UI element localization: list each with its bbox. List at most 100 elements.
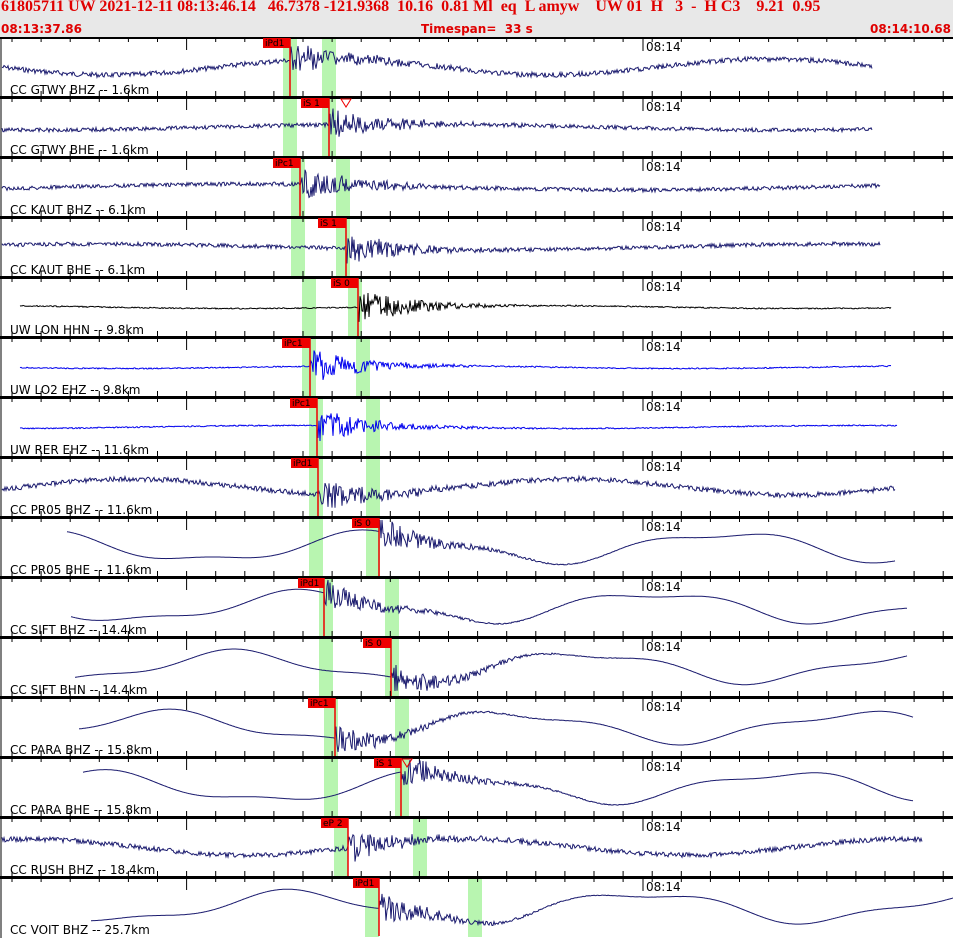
pick-label-box[interactable] [374,758,401,768]
pick-window [283,98,297,157]
minute-label: 08:14 [646,160,681,174]
waveform-trace [82,759,914,806]
channel-panel[interactable]: 08:14 iPd1 CC PR05 BHZ -- 11.6km [0,451,953,517]
minute-label: 08:14 [646,820,681,834]
pick-label: eP 2 [323,819,343,829]
channel-panel[interactable]: 08:14 iPc1 UW RER EHZ -- 11.6km [0,391,953,457]
channel-panel[interactable]: 08:14 iS 1 CC PARA BHE -- 15.8km [0,751,953,817]
station-label: UW RER EHZ -- 11.6km [10,443,149,457]
pick-label-box[interactable] [263,38,290,48]
station-label: CC PR05 BHE -- 11.6km [10,563,152,577]
seismogram-canvas[interactable]: 08:14 iPd1 CC GTWY BHZ -- 1.6km 08:14 iS 1 CC… [0,31,953,938]
waveform-trace [1,474,896,508]
pick-label: iS 0 [333,279,350,289]
pick-label: iPc1 [275,159,294,169]
event-summary-title: 61805711 UW 2021-12-11 08:13:46.14 46.73… [1,0,821,15]
channel-panel[interactable]: 08:14 iS 0 CC SIFT BHN -- 14.4km [0,631,953,697]
channel-panel[interactable]: 08:14 iS 1 CC GTWY BHE -- 1.6km [0,91,953,157]
minute-label: 08:14 [646,220,681,234]
station-label: UW LON HHN -- 9.8km [10,323,144,337]
pick-label-box[interactable] [301,98,329,108]
pick-label-box[interactable] [298,578,324,588]
station-label: CC PARA BHZ -- 15.8km [10,743,152,757]
minute-label: 08:14 [646,640,681,654]
minute-label: 08:14 [646,760,681,774]
pick-label: iPd1 [300,579,319,589]
pick-label-box[interactable] [318,218,346,228]
panel-separator [0,396,953,399]
minute-label: 08:14 [646,40,681,54]
panel-separator [0,756,953,759]
pick-window [302,278,316,337]
waveform-trace [78,708,914,752]
pick-label: iPc1 [292,399,311,409]
panel-separator [0,276,953,279]
pick-label-box[interactable] [282,338,310,348]
pick-label: iS 1 [303,99,320,109]
panel-separator [0,636,953,639]
waveform-trace [1,45,873,80]
channel-panel[interactable]: 08:14 iPc1 UW LO2 EHZ -- 9.8km [0,331,953,397]
channel-panel[interactable]: 08:14 iS 0 UW LON HHN -- 9.8km [0,271,953,337]
channel-panel[interactable]: 08:14 iS 1 CC KAUT BHE -- 6.1km [0,211,953,277]
station-label: CC SIFT BHN -- 14.4km [10,683,147,697]
start-time-label: 08:13:37.86 [1,22,82,36]
pick-window [302,338,316,397]
pick-label: iS 1 [320,219,337,229]
pick-label: iS 1 [376,759,393,769]
pick-label-box[interactable] [290,398,317,408]
timespan-label: Timespan= 33 s [421,22,533,36]
pick-window [395,698,409,757]
pick-label: iPc1 [284,339,303,349]
minute-label: 08:14 [646,580,681,594]
waveform-trace [74,648,908,692]
pick-label: iPd1 [355,879,374,889]
pick-label-box[interactable] [291,458,318,468]
minute-label: 08:14 [646,460,681,474]
pick-window [291,158,305,217]
station-label: UW LO2 EHZ -- 9.8km [10,383,140,397]
waveform-trace [1,236,881,264]
channel-panel[interactable]: 08:14 iPc1 CC PARA BHZ -- 15.8km [0,691,953,757]
waveform-trace [1,833,923,862]
pick-window [366,518,380,577]
station-label: CC GTWY BHZ -- 1.6km [10,83,149,97]
channel-panel[interactable]: 08:14 iPc1 CC KAUT BHZ -- 6.1km [0,151,953,217]
channel-panel[interactable]: 08:14 eP 2 CC RUSH BHZ -- 18.4km [0,811,953,877]
pick-label-box[interactable] [331,278,358,288]
channel-panel[interactable]: 08:14 iS 0 CC PR05 BHE -- 11.6km [0,511,953,577]
panel-separator [0,156,953,159]
pick-label-box[interactable] [321,818,348,828]
minute-label: 08:14 [646,400,681,414]
station-label: CC PR05 BHZ -- 11.6km [10,503,152,517]
pick-label-box[interactable] [352,518,379,528]
pick-window [366,458,380,517]
pick-label: iPd1 [293,459,312,469]
pick-label: iPd1 [265,39,284,49]
waveform-trace [91,888,953,927]
channel-panel[interactable]: 08:14 iPd1 CC GTWY BHZ -- 1.6km [0,31,953,97]
minute-label: 08:14 [646,520,681,534]
pick-label-box[interactable] [363,638,391,648]
station-label: CC RUSH BHZ -- 18.4km [10,863,155,877]
waveform-trace [19,413,898,442]
end-time-label: 08:14:10.68 [870,22,951,36]
record-section-plot[interactable]: 08:14 iPd1 CC GTWY BHZ -- 1.6km 08:14 iS 1 CC… [0,31,953,938]
pick-label-box[interactable] [273,158,300,168]
pick-window [336,158,350,217]
station-label: CC PARA BHE -- 15.8km [10,803,152,817]
panel-separator [0,876,953,879]
panel-separator [0,696,953,699]
channel-panel[interactable]: 08:14 iPd1 CC SIFT BHZ -- 14.4km [0,571,953,637]
panel-separator [0,816,953,819]
pick-window [468,878,482,937]
panel-separator [0,456,953,459]
pick-label-box[interactable] [308,698,335,708]
panel-separator [0,36,953,39]
pick-window [322,38,336,97]
pick-label-box[interactable] [353,878,379,888]
panel-separator [0,576,953,579]
pick-window [334,818,348,877]
pick-window [356,338,370,397]
channel-panel[interactable]: 08:14 iPd1 CC VOIT BHZ -- 25.7km [0,871,953,937]
